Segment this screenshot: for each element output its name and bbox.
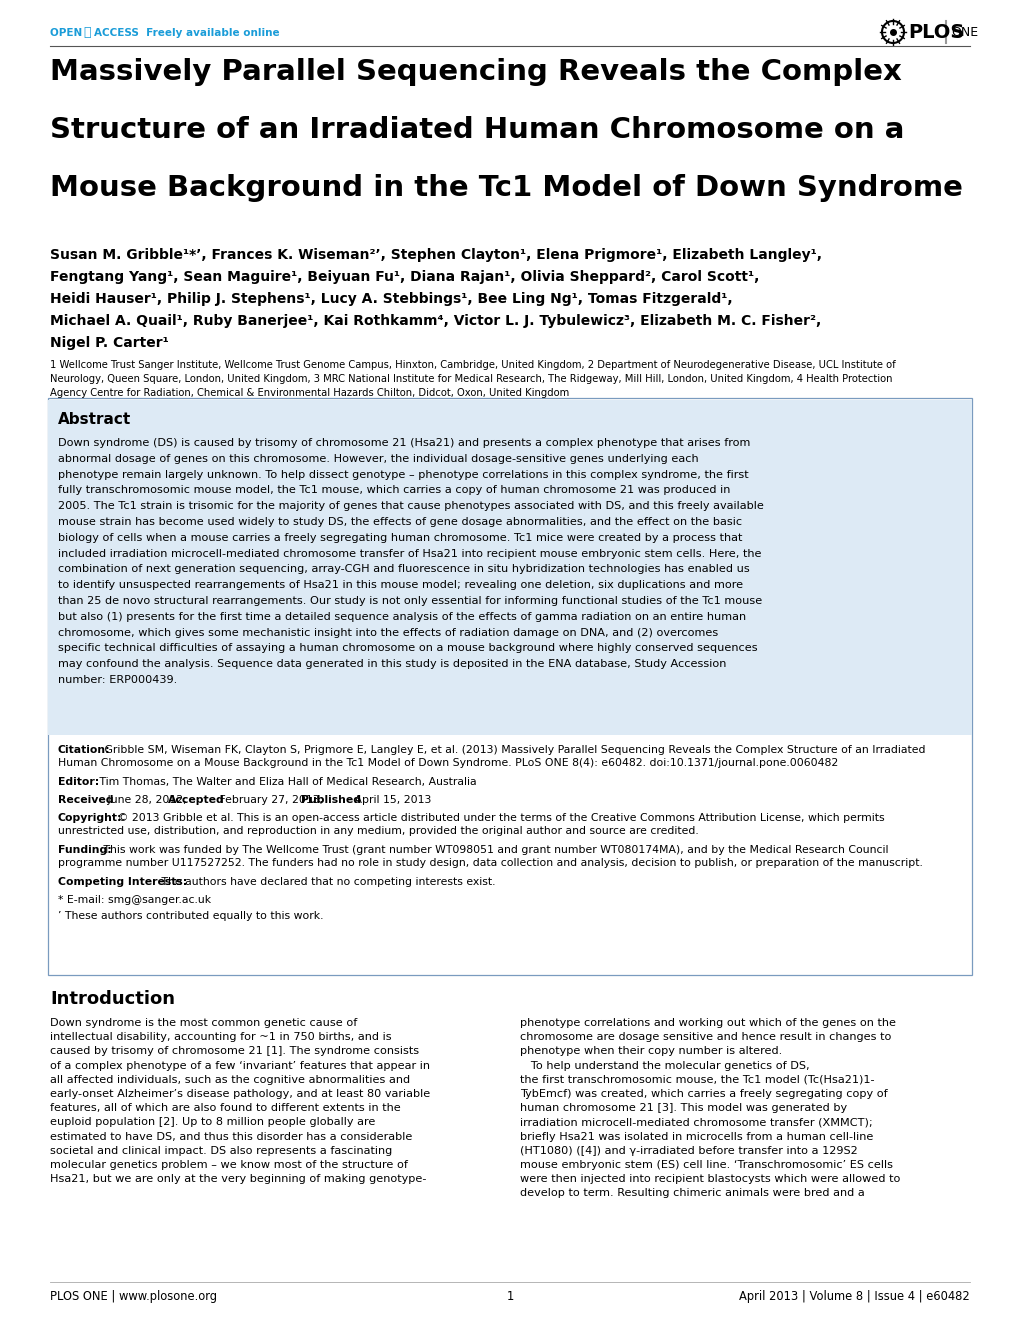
- Text: programme number U117527252. The funders had no role in study design, data colle: programme number U117527252. The funders…: [58, 857, 922, 868]
- Text: unrestricted use, distribution, and reproduction in any medium, provided the ori: unrestricted use, distribution, and repr…: [58, 826, 698, 836]
- Text: caused by trisomy of chromosome 21 [1]. The syndrome consists: caused by trisomy of chromosome 21 [1]. …: [50, 1047, 419, 1056]
- Text: mouse strain has become used widely to study DS, the effects of gene dosage abno: mouse strain has become used widely to s…: [58, 518, 742, 527]
- Text: Competing Interests:: Competing Interests:: [58, 877, 187, 888]
- Text: Published: Published: [301, 795, 361, 805]
- Text: The authors have declared that no competing interests exist.: The authors have declared that no compet…: [158, 877, 495, 888]
- Text: Hsa21, but we are only at the very beginning of making genotype-: Hsa21, but we are only at the very begin…: [50, 1175, 426, 1184]
- Text: briefly Hsa21 was isolated in microcells from a human cell-line: briefly Hsa21 was isolated in microcells…: [520, 1131, 872, 1142]
- Text: molecular genetics problem – we know most of the structure of: molecular genetics problem – we know mos…: [50, 1160, 408, 1169]
- Text: Accepted: Accepted: [168, 795, 224, 805]
- Text: phenotype correlations and working out which of the genes on the: phenotype correlations and working out w…: [520, 1018, 895, 1029]
- Text: chromosome, which gives some mechanistic insight into the effects of radiation d: chromosome, which gives some mechanistic…: [58, 628, 717, 637]
- Text: (HT1080) ([4]) and γ-irradiated before transfer into a 129S2: (HT1080) ([4]) and γ-irradiated before t…: [520, 1146, 857, 1156]
- Text: Funding:: Funding:: [58, 846, 112, 855]
- Text: Nigel P. Carter¹: Nigel P. Carter¹: [50, 336, 168, 350]
- Text: Agency Centre for Radiation, Chemical & Environmental Hazards Chilton, Didcot, O: Agency Centre for Radiation, Chemical & …: [50, 389, 569, 398]
- Text: Gribble SM, Wiseman FK, Clayton S, Prigmore E, Langley E, et al. (2013) Massivel: Gribble SM, Wiseman FK, Clayton S, Prigm…: [101, 745, 924, 755]
- Text: 1 Wellcome Trust Sanger Institute, Wellcome Trust Genome Campus, Hinxton, Cambri: 1 Wellcome Trust Sanger Institute, Wellc…: [50, 360, 895, 370]
- Text: ’ These authors contributed equally to this work.: ’ These authors contributed equally to t…: [58, 911, 323, 921]
- Text: abnormal dosage of genes on this chromosome. However, the individual dosage-sens: abnormal dosage of genes on this chromos…: [58, 454, 698, 464]
- Text: the first transchromosomic mouse, the Tc1 model (Tc(Hsa21)1-: the first transchromosomic mouse, the Tc…: [520, 1075, 873, 1085]
- FancyBboxPatch shape: [48, 400, 971, 735]
- Text: Human Chromosome on a Mouse Background in the Tc1 Model of Down Syndrome. PLoS O: Human Chromosome on a Mouse Background i…: [58, 759, 838, 768]
- Text: 2005. The Tc1 strain is trisomic for the majority of genes that cause phenotypes: 2005. The Tc1 strain is trisomic for the…: [58, 502, 763, 511]
- Text: were then injected into recipient blastocysts which were allowed to: were then injected into recipient blasto…: [520, 1175, 900, 1184]
- Text: all affected individuals, such as the cognitive abnormalities and: all affected individuals, such as the co…: [50, 1075, 410, 1085]
- Text: phenotype remain largely unknown. To help dissect genotype – phenotype correlati: phenotype remain largely unknown. To hel…: [58, 470, 748, 479]
- Text: Down syndrome is the most common genetic cause of: Down syndrome is the most common genetic…: [50, 1018, 357, 1029]
- Text: mouse embryonic stem (ES) cell line. ‘Transchromosomic’ ES cells: mouse embryonic stem (ES) cell line. ‘Tr…: [520, 1160, 892, 1169]
- Text: Introduction: Introduction: [50, 990, 175, 1008]
- Text: Copyright:: Copyright:: [58, 813, 122, 823]
- Text: Down syndrome (DS) is caused by trisomy of chromosome 21 (Hsa21) and presents a : Down syndrome (DS) is caused by trisomy …: [58, 439, 750, 448]
- FancyBboxPatch shape: [48, 398, 971, 975]
- Text: irradiation microcell-mediated chromosome transfer (XMMCT);: irradiation microcell-mediated chromosom…: [520, 1117, 872, 1127]
- Text: Received: Received: [58, 795, 113, 805]
- Text: Michael A. Quail¹, Ruby Banerjee¹, Kai Rothkamm⁴, Victor L. J. Tybulewicz³, Eliz: Michael A. Quail¹, Ruby Banerjee¹, Kai R…: [50, 313, 820, 328]
- Text: euploid population [2]. Up to 8 million people globally are: euploid population [2]. Up to 8 million …: [50, 1117, 375, 1127]
- Text: PLOS: PLOS: [907, 22, 963, 42]
- Text: April 2013 | Volume 8 | Issue 4 | e60482: April 2013 | Volume 8 | Issue 4 | e60482: [739, 1289, 969, 1303]
- Text: TybEmcf) was created, which carries a freely segregating copy of: TybEmcf) was created, which carries a fr…: [520, 1089, 887, 1098]
- Text: develop to term. Resulting chimeric animals were bred and a: develop to term. Resulting chimeric anim…: [520, 1188, 864, 1198]
- Text: chromosome are dosage sensitive and hence result in changes to: chromosome are dosage sensitive and henc…: [520, 1033, 891, 1042]
- Text: but also (1) presents for the first time a detailed sequence analysis of the eff: but also (1) presents for the first time…: [58, 612, 745, 622]
- Text: Fengtang Yang¹, Sean Maguire¹, Beiyuan Fu¹, Diana Rajan¹, Olivia Sheppard², Caro: Fengtang Yang¹, Sean Maguire¹, Beiyuan F…: [50, 270, 758, 284]
- Text: features, all of which are also found to different extents in the: features, all of which are also found to…: [50, 1104, 400, 1113]
- Text: to identify unsuspected rearrangements of Hsa21 in this mouse model; revealing o: to identify unsuspected rearrangements o…: [58, 581, 743, 590]
- Text: * E-mail: smg@sanger.ac.uk: * E-mail: smg@sanger.ac.uk: [58, 896, 211, 905]
- Text: specific technical difficulties of assaying a human chromosome on a mouse backgr: specific technical difficulties of assay…: [58, 644, 757, 653]
- Text: Abstract: Abstract: [58, 412, 131, 427]
- Text: April 15, 2013: April 15, 2013: [351, 795, 431, 805]
- Text: human chromosome 21 [3]. This model was generated by: human chromosome 21 [3]. This model was …: [520, 1104, 847, 1113]
- Text: Tim Thomas, The Walter and Eliza Hall of Medical Research, Australia: Tim Thomas, The Walter and Eliza Hall of…: [96, 777, 476, 788]
- Text: than 25 de novo structural rearrangements. Our study is not only essential for i: than 25 de novo structural rearrangement…: [58, 597, 761, 606]
- Text: biology of cells when a mouse carries a freely segregating human chromosome. Tc1: biology of cells when a mouse carries a …: [58, 533, 742, 543]
- Text: early-onset Alzheimer’s disease pathology, and at least 80 variable: early-onset Alzheimer’s disease patholog…: [50, 1089, 430, 1098]
- Text: Susan M. Gribble¹*’, Frances K. Wiseman²’, Stephen Clayton¹, Elena Prigmore¹, El: Susan M. Gribble¹*’, Frances K. Wiseman²…: [50, 248, 821, 262]
- Text: © 2013 Gribble et al. This is an open-access article distributed under the terms: © 2013 Gribble et al. This is an open-ac…: [114, 813, 883, 823]
- Text: ⚿: ⚿: [83, 26, 91, 40]
- Text: February 27, 2013;: February 27, 2013;: [216, 795, 326, 805]
- Text: number: ERP000439.: number: ERP000439.: [58, 676, 177, 685]
- Text: Mouse Background in the Tc1 Model of Down Syndrome: Mouse Background in the Tc1 Model of Dow…: [50, 174, 962, 202]
- Text: 1: 1: [505, 1289, 514, 1303]
- Text: OPEN: OPEN: [50, 28, 86, 38]
- Text: combination of next generation sequencing, array-CGH and fluorescence in situ hy: combination of next generation sequencin…: [58, 565, 749, 574]
- Text: Massively Parallel Sequencing Reveals the Complex: Massively Parallel Sequencing Reveals th…: [50, 58, 901, 86]
- Text: Neurology, Queen Square, London, United Kingdom, 3 MRC National Institute for Me: Neurology, Queen Square, London, United …: [50, 374, 892, 385]
- Text: PLOS ONE | www.plosone.org: PLOS ONE | www.plosone.org: [50, 1289, 217, 1303]
- Text: June 28, 2012;: June 28, 2012;: [104, 795, 191, 805]
- Text: To help understand the molecular genetics of DS,: To help understand the molecular genetic…: [520, 1060, 809, 1071]
- Text: This work was funded by The Wellcome Trust (grant number WT098051 and grant numb: This work was funded by The Wellcome Tru…: [100, 846, 888, 855]
- Text: intellectual disability, accounting for ~1 in 750 births, and is: intellectual disability, accounting for …: [50, 1033, 391, 1042]
- Text: may confound the analysis. Sequence data generated in this study is deposited in: may confound the analysis. Sequence data…: [58, 660, 726, 669]
- Text: Citation:: Citation:: [58, 745, 110, 755]
- Text: of a complex phenotype of a few ‘invariant’ features that appear in: of a complex phenotype of a few ‘invaria…: [50, 1060, 430, 1071]
- Text: Editor:: Editor:: [58, 777, 99, 788]
- Text: societal and clinical impact. DS also represents a fascinating: societal and clinical impact. DS also re…: [50, 1146, 392, 1156]
- Text: ACCESS  Freely available online: ACCESS Freely available online: [94, 28, 279, 38]
- Text: Heidi Hauser¹, Philip J. Stephens¹, Lucy A. Stebbings¹, Bee Ling Ng¹, Tomas Fitz: Heidi Hauser¹, Philip J. Stephens¹, Lucy…: [50, 292, 732, 306]
- Text: estimated to have DS, and thus this disorder has a considerable: estimated to have DS, and thus this diso…: [50, 1131, 412, 1142]
- Text: phenotype when their copy number is altered.: phenotype when their copy number is alte…: [520, 1047, 782, 1056]
- Text: included irradiation microcell-mediated chromosome transfer of Hsa21 into recipi: included irradiation microcell-mediated …: [58, 549, 761, 558]
- Text: ONE: ONE: [950, 25, 977, 38]
- Text: fully transchromosomic mouse model, the Tc1 mouse, which carries a copy of human: fully transchromosomic mouse model, the …: [58, 486, 730, 495]
- Text: Structure of an Irradiated Human Chromosome on a: Structure of an Irradiated Human Chromos…: [50, 116, 904, 144]
